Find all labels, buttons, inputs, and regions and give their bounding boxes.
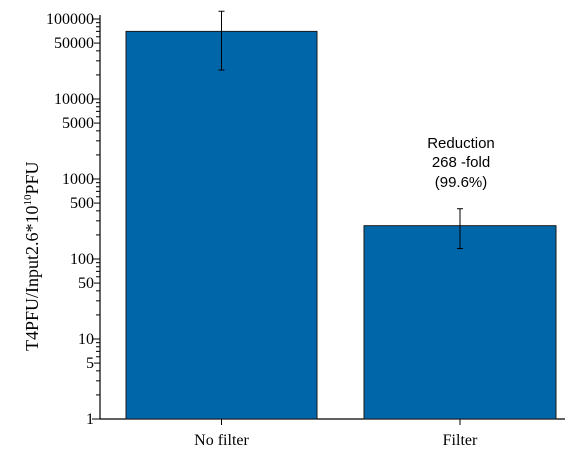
- x-tick-label: Filter: [443, 432, 478, 449]
- y-tick-label: 10: [78, 331, 94, 348]
- x-axis: No filter Filter: [100, 418, 565, 449]
- y-tick-label: 5: [86, 355, 94, 372]
- bar: [363, 225, 557, 420]
- annotation-line-1: Reduction: [427, 135, 495, 152]
- bar: [125, 30, 318, 420]
- y-tick-label: 5000: [62, 115, 94, 132]
- y-tick-label: 50: [78, 275, 94, 292]
- y-tick-label: 100000: [46, 11, 94, 28]
- y-axis-title: T4PFU/Input2.6*1010PFU: [22, 161, 42, 351]
- y-tick-label: 500: [70, 195, 94, 212]
- bars: [125, 30, 557, 420]
- y-tick-label: 100: [70, 251, 94, 268]
- error-bars: [218, 10, 463, 250]
- annotation-line-3: (99.6%): [435, 174, 488, 191]
- y-tick-label: 50000: [54, 35, 94, 52]
- y-axis: 100000 50000 10000 5000 1000 500 100 50 10 5 1: [46, 11, 101, 428]
- y-tick-label: 10000: [54, 91, 94, 108]
- y-tick-label: 1: [86, 411, 94, 428]
- y-axis-title-superscript: 10: [22, 194, 34, 206]
- annotation-line-2: 268 -fold: [432, 154, 490, 171]
- y-tick-label: 1000: [62, 171, 94, 188]
- y-axis-title-main: T4PFU/Input2.6*10: [22, 205, 42, 351]
- x-tick-label: No filter: [194, 432, 249, 449]
- y-axis-title-unit: PFU: [22, 161, 42, 194]
- reduction-annotation: Reduction 268 -fold (99.6%): [427, 135, 495, 191]
